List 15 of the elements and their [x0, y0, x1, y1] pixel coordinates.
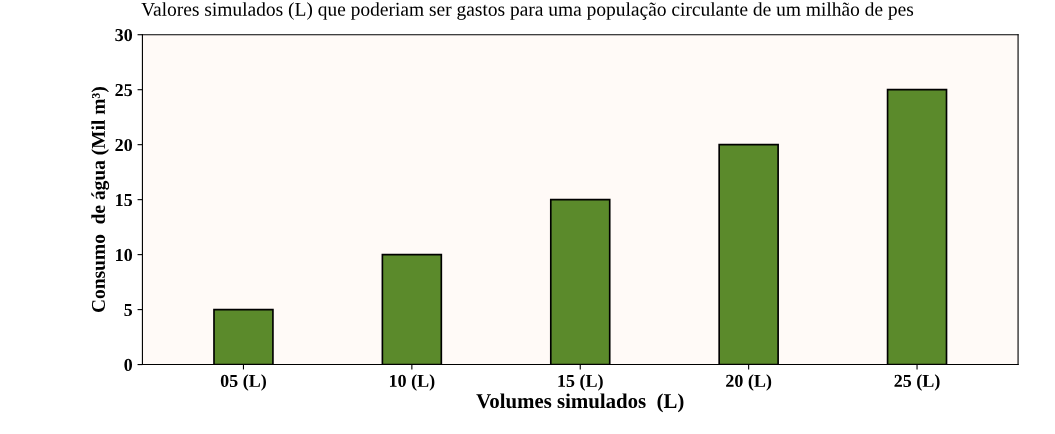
- y-axis-title: Consumo de água (Mil m³): [91, 87, 110, 313]
- y-tick-label: 20: [115, 138, 133, 152]
- x-tick-label: 15 (L): [558, 374, 603, 391]
- y-tick-label: 25: [115, 84, 133, 97]
- x-tick-label: 20 (L): [726, 374, 772, 391]
- chart-title: Valores simulados (L) que poderiam ser gastos para uma população circulante de um milhão de pes: [141, 2, 914, 20]
- x-axis-title: Volumes simulados (L): [476, 393, 684, 413]
- x-tick-label: 25 (L): [894, 374, 940, 391]
- y-tick-label: 5: [124, 304, 133, 317]
- y-tick-label: 0: [124, 358, 133, 371]
- y-tick-label: 10: [116, 248, 133, 262]
- x-tick-label: 05 (L): [220, 374, 266, 391]
- y-tick-label: 30: [115, 28, 133, 42]
- x-tick-label: 10 (L): [389, 374, 435, 391]
- y-tick-label: 15: [116, 193, 133, 207]
